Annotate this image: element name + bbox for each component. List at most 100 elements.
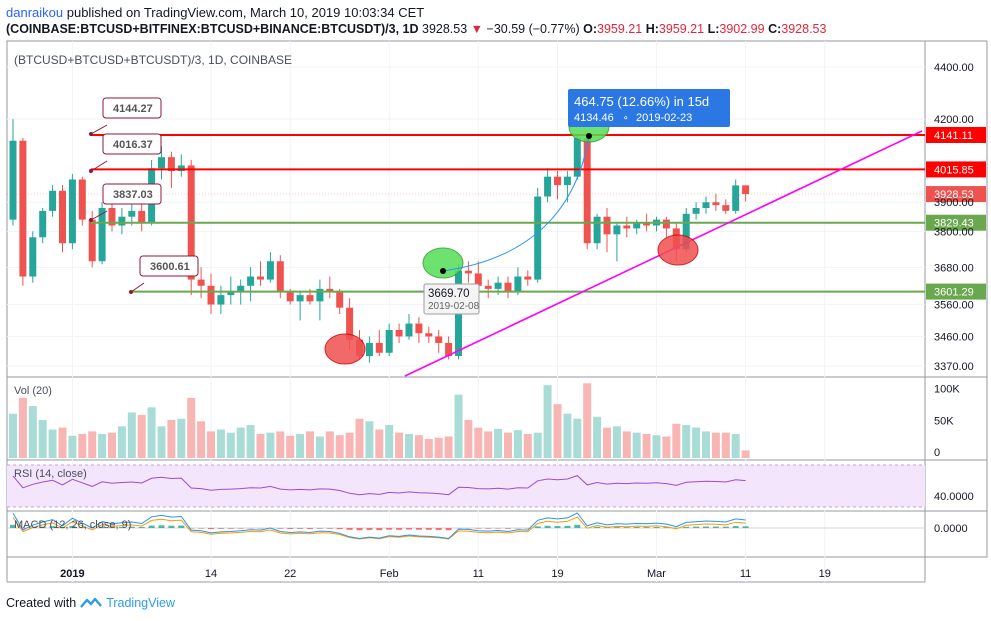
candle[interactable]: [29, 231, 37, 283]
candle[interactable]: [623, 216, 631, 238]
volume-bar: [543, 385, 552, 458]
candle[interactable]: [573, 135, 581, 180]
measure-start-point: [440, 268, 446, 274]
candle[interactable]: [742, 185, 750, 202]
candle-body: [207, 285, 215, 305]
candle-body: [514, 276, 522, 292]
price-label-text: 4141.11: [934, 130, 973, 142]
candle[interactable]: [326, 276, 334, 299]
candle[interactable]: [593, 213, 601, 250]
macd-histogram-bar: [505, 528, 511, 529]
volume-bar: [454, 394, 463, 458]
candle[interactable]: [554, 171, 561, 200]
tradingview-link[interactable]: TradingView: [106, 596, 175, 610]
macd-histogram-bar: [435, 528, 442, 530]
candle-body: [237, 285, 245, 292]
candle[interactable]: [207, 273, 215, 314]
candle[interactable]: [158, 146, 165, 180]
candle[interactable]: [662, 216, 670, 238]
macd-histogram-bar: [237, 528, 244, 529]
candle-body: [316, 288, 324, 302]
candle[interactable]: [257, 261, 264, 286]
candle[interactable]: [692, 202, 700, 220]
candle-body: [9, 140, 17, 220]
author-link[interactable]: danraikou: [6, 5, 64, 20]
candle[interactable]: [544, 168, 552, 203]
candle-body: [524, 276, 532, 280]
candle[interactable]: [405, 313, 413, 340]
volume-bar: [246, 425, 255, 458]
callout-box: [102, 183, 162, 205]
candle[interactable]: [217, 285, 225, 314]
candle[interactable]: [464, 261, 472, 283]
candle[interactable]: [316, 279, 324, 321]
candle-body: [573, 137, 581, 177]
volume-bar: [48, 429, 57, 458]
macd-histogram-bar: [208, 528, 214, 530]
volume-bar: [98, 433, 107, 458]
candle[interactable]: [247, 267, 255, 302]
candle[interactable]: [613, 222, 621, 262]
candle[interactable]: [484, 279, 492, 299]
candle[interactable]: [177, 154, 185, 177]
candle[interactable]: [712, 193, 720, 211]
candle[interactable]: [524, 270, 532, 286]
candle[interactable]: [375, 329, 383, 357]
candle[interactable]: [9, 119, 17, 226]
candle[interactable]: [653, 216, 660, 232]
candle[interactable]: [39, 208, 47, 244]
volume-bar: [424, 439, 433, 458]
candle[interactable]: [732, 179, 740, 214]
candle[interactable]: [603, 208, 611, 253]
candle[interactable]: [197, 267, 205, 299]
candle[interactable]: [138, 202, 146, 232]
candle[interactable]: [49, 185, 57, 217]
candle[interactable]: [296, 291, 304, 321]
candle[interactable]: [227, 276, 235, 305]
callout-4144.27[interactable]: 4144.27: [89, 97, 162, 136]
callout-text: 4144.27: [113, 103, 153, 115]
candle-body: [128, 210, 136, 217]
price-label-bg: [926, 161, 986, 178]
price-label-bg: [926, 283, 986, 300]
macd-histogram-bar: [178, 525, 185, 528]
time-tick-label: 2019: [60, 568, 84, 580]
candle[interactable]: [395, 323, 403, 343]
candle[interactable]: [415, 317, 423, 343]
callout-4016.37[interactable]: 4016.37: [89, 133, 162, 173]
candle-body: [88, 219, 96, 262]
volume-bar: [523, 433, 532, 458]
candle[interactable]: [19, 137, 27, 286]
candle[interactable]: [514, 267, 522, 296]
candle[interactable]: [98, 202, 106, 265]
macd-histogram-bar: [49, 526, 56, 528]
volume-bar: [385, 425, 394, 458]
candle[interactable]: [365, 336, 373, 363]
macd-histogram-bar: [386, 528, 393, 530]
candle[interactable]: [336, 288, 344, 314]
candle[interactable]: [78, 176, 86, 226]
callout-pointer: [90, 210, 108, 221]
candle[interactable]: [583, 132, 591, 250]
candle[interactable]: [266, 252, 274, 283]
candle[interactable]: [68, 173, 76, 250]
callout-3837.03[interactable]: 3837.03: [89, 183, 162, 222]
candle[interactable]: [534, 187, 542, 283]
candle[interactable]: [722, 199, 730, 214]
candle[interactable]: [504, 276, 512, 299]
close-value: 3928.53: [781, 22, 827, 36]
callout-3600.61[interactable]: 3600.61: [129, 255, 199, 294]
candle[interactable]: [425, 326, 433, 343]
macd-histogram-bar: [217, 528, 224, 529]
macd-histogram-bar: [316, 528, 323, 529]
candle[interactable]: [435, 329, 443, 353]
candle[interactable]: [108, 202, 116, 232]
candle[interactable]: [59, 185, 66, 253]
price-tick-label: 3560.00: [934, 300, 974, 312]
candle[interactable]: [702, 196, 710, 214]
macd-histogram-bar: [495, 528, 502, 529]
volume-bar: [563, 413, 572, 458]
candle[interactable]: [385, 323, 393, 357]
candle[interactable]: [118, 208, 126, 235]
